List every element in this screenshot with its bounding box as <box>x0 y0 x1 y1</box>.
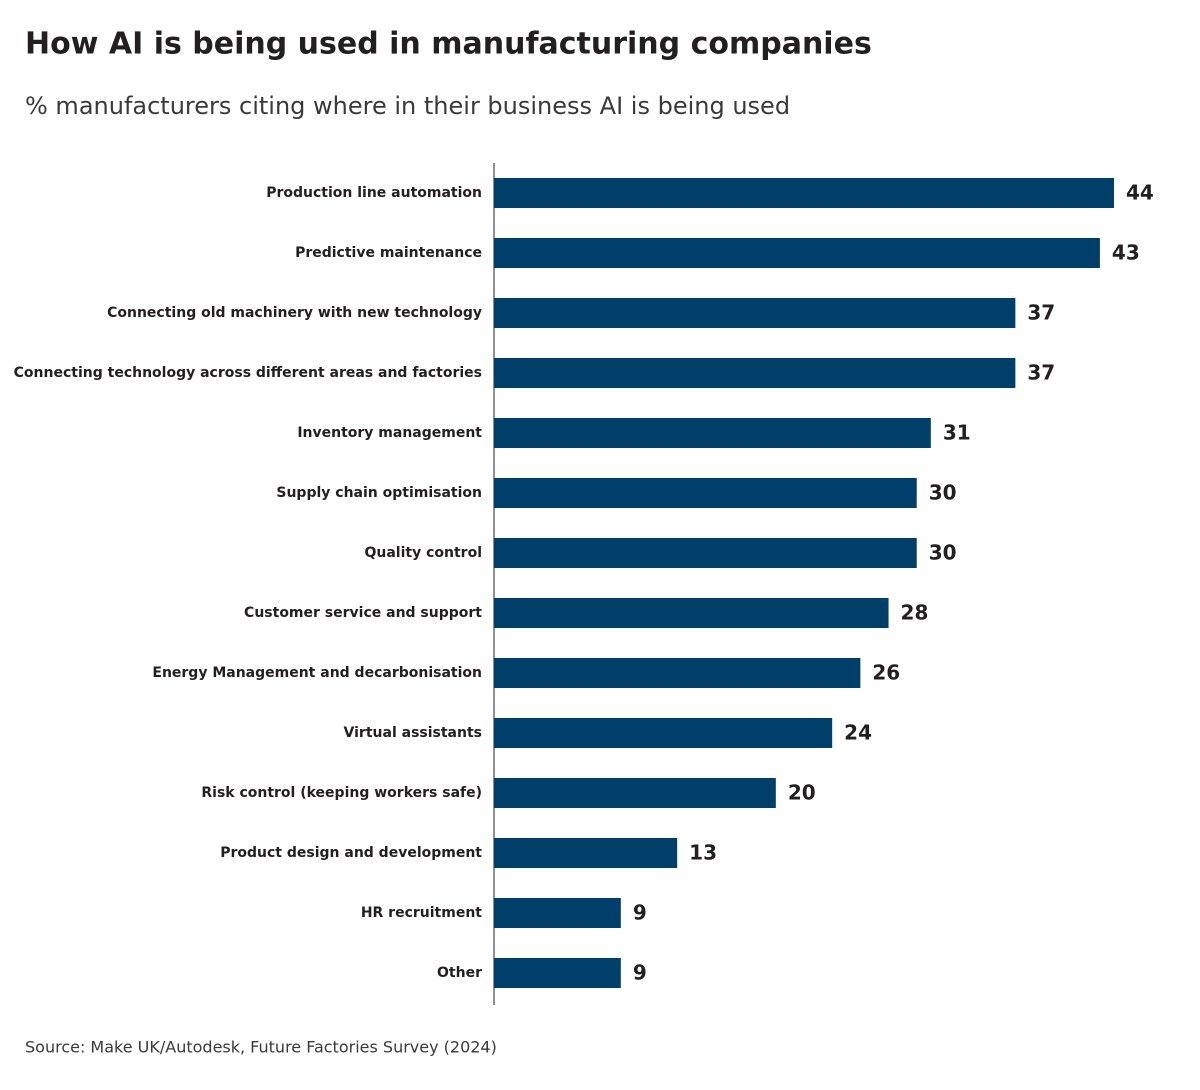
category-label: Other <box>437 965 482 981</box>
category-label: Inventory management <box>297 425 482 441</box>
value-label: 9 <box>633 901 647 925</box>
bar <box>494 178 1114 208</box>
category-label: Customer service and support <box>244 605 482 621</box>
category-label: Connecting technology across different a… <box>14 365 482 381</box>
value-label: 43 <box>1112 241 1140 265</box>
value-label: 13 <box>689 841 717 865</box>
category-label: Product design and development <box>220 845 482 861</box>
category-label: Energy Management and decarbonisation <box>152 665 482 681</box>
bar <box>494 238 1100 268</box>
value-label: 26 <box>872 661 900 685</box>
bar <box>494 838 678 868</box>
bar <box>494 418 931 448</box>
value-label: 28 <box>901 601 929 625</box>
bar <box>494 658 861 688</box>
value-label: 24 <box>844 721 872 745</box>
value-label: 37 <box>1027 361 1055 385</box>
category-label: Production line automation <box>266 185 482 201</box>
category-label: HR recruitment <box>361 905 482 921</box>
category-label: Risk control (keeping workers safe) <box>201 785 482 801</box>
bar <box>494 538 917 568</box>
bar <box>494 598 889 628</box>
value-label: 37 <box>1027 301 1055 325</box>
bar <box>494 958 621 988</box>
bar <box>494 778 776 808</box>
value-label: 30 <box>929 481 957 505</box>
value-label: 20 <box>788 781 816 805</box>
value-label: 30 <box>929 541 957 565</box>
value-label: 44 <box>1126 181 1154 205</box>
bar <box>494 478 917 508</box>
bar <box>494 358 1016 388</box>
chart-subtitle: % manufacturers citing where in their bu… <box>25 92 790 120</box>
value-label: 31 <box>943 421 971 445</box>
category-label: Supply chain optimisation <box>276 485 482 501</box>
value-label: 9 <box>633 961 647 985</box>
category-label: Quality control <box>364 545 482 561</box>
source: Source: Make UK/Autodesk, Future Factori… <box>25 1038 497 1057</box>
chart-title: How AI is being used in manufacturing co… <box>25 27 872 62</box>
bar <box>494 298 1016 328</box>
bar <box>494 898 621 928</box>
category-label: Predictive maintenance <box>295 245 482 261</box>
category-label: Connecting old machinery with new techno… <box>107 305 482 321</box>
bar <box>494 718 833 748</box>
category-label: Virtual assistants <box>344 725 482 741</box>
